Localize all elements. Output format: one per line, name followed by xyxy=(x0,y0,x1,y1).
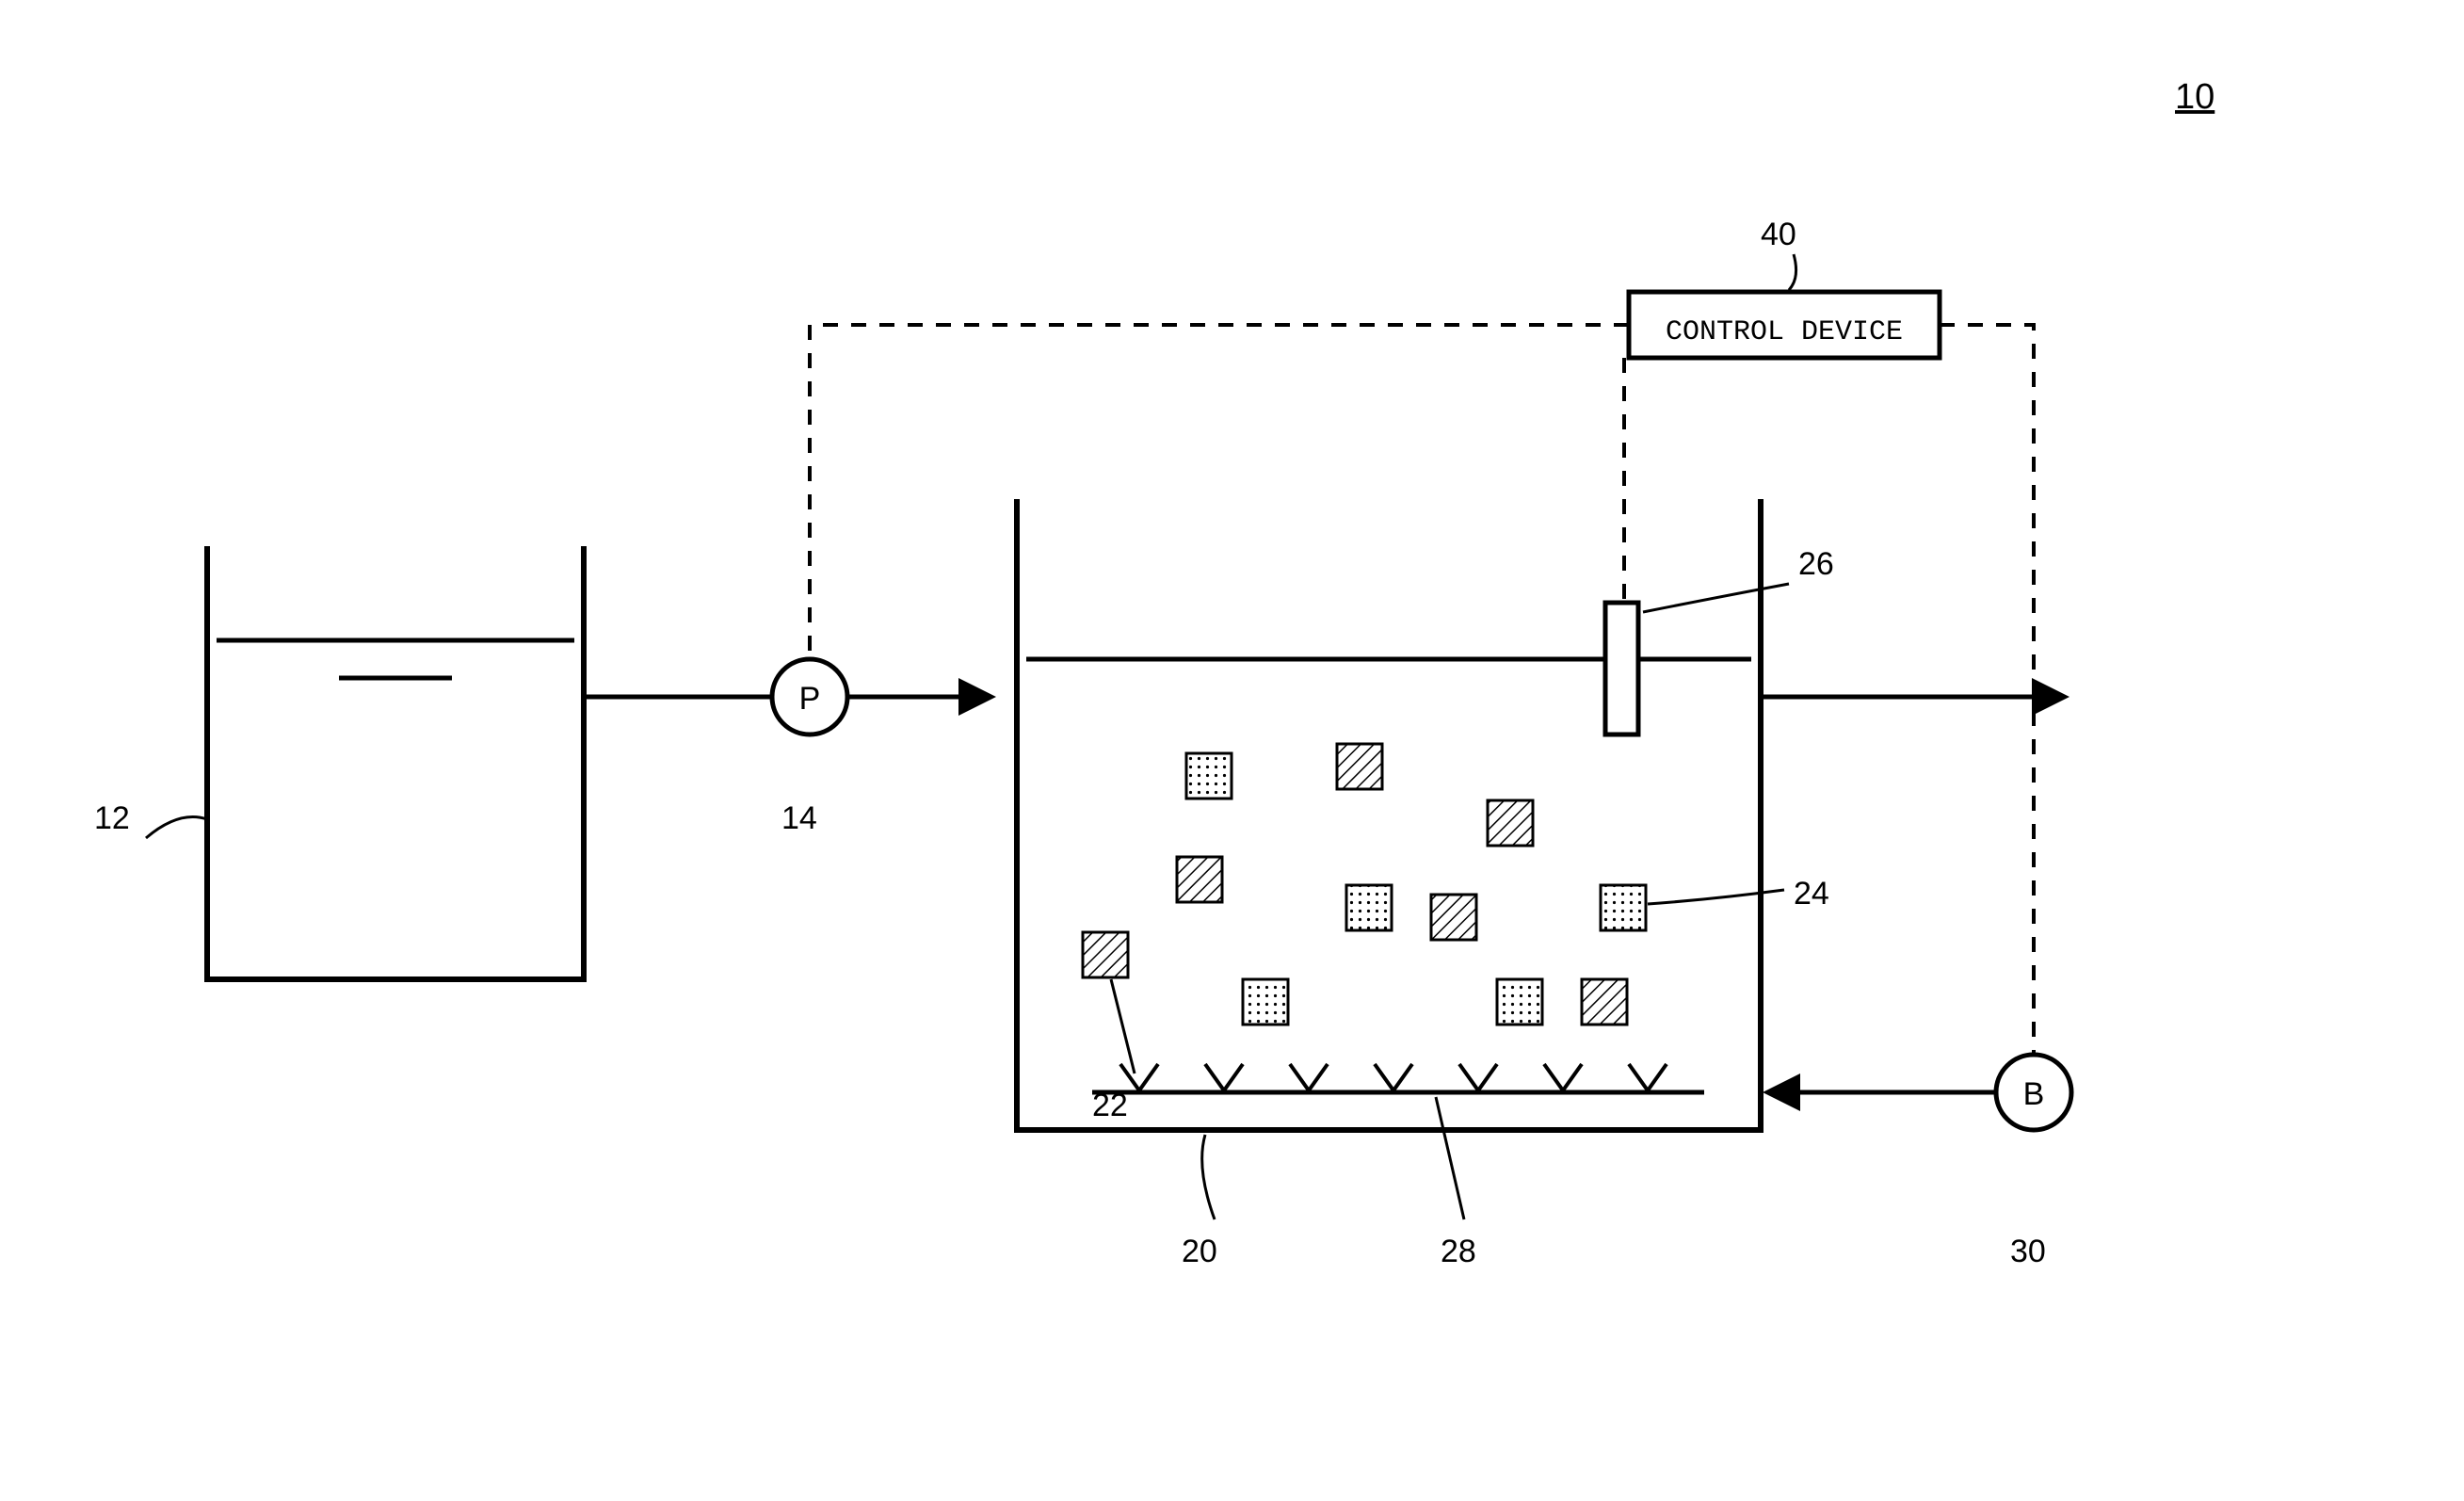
pump: P xyxy=(772,659,847,734)
label-26: 26 xyxy=(1798,546,1834,582)
leader-12 xyxy=(146,817,207,839)
leader-28 xyxy=(1436,1097,1464,1219)
control-device-label: CONTROL DEVICE xyxy=(1666,316,1903,348)
blower: B xyxy=(1996,1055,2071,1130)
leader-26 xyxy=(1643,584,1789,612)
feed-tank xyxy=(207,546,584,979)
leader-24 xyxy=(1648,890,1784,904)
label-12: 12 xyxy=(94,800,130,836)
figure-ref: 10 xyxy=(2175,77,2214,117)
label-14: 14 xyxy=(781,800,817,836)
reactor-tank xyxy=(1017,499,1761,1130)
leader-20 xyxy=(1202,1135,1215,1219)
label-24: 24 xyxy=(1794,876,1829,912)
control-device: CONTROL DEVICE xyxy=(1629,292,1940,358)
carriers-dotted xyxy=(1186,753,1646,1025)
label-20: 20 xyxy=(1182,1234,1217,1269)
sensor xyxy=(1605,603,1638,734)
blower-letter: B xyxy=(2023,1076,2045,1112)
diffuser xyxy=(1092,1064,1704,1092)
label-30: 30 xyxy=(2010,1234,2046,1269)
label-28: 28 xyxy=(1441,1234,1476,1269)
leader-40 xyxy=(1789,254,1796,290)
label-40: 40 xyxy=(1761,217,1796,252)
leader-22 xyxy=(1111,979,1135,1073)
control-lines xyxy=(810,325,2034,1055)
pump-letter: P xyxy=(799,681,821,717)
